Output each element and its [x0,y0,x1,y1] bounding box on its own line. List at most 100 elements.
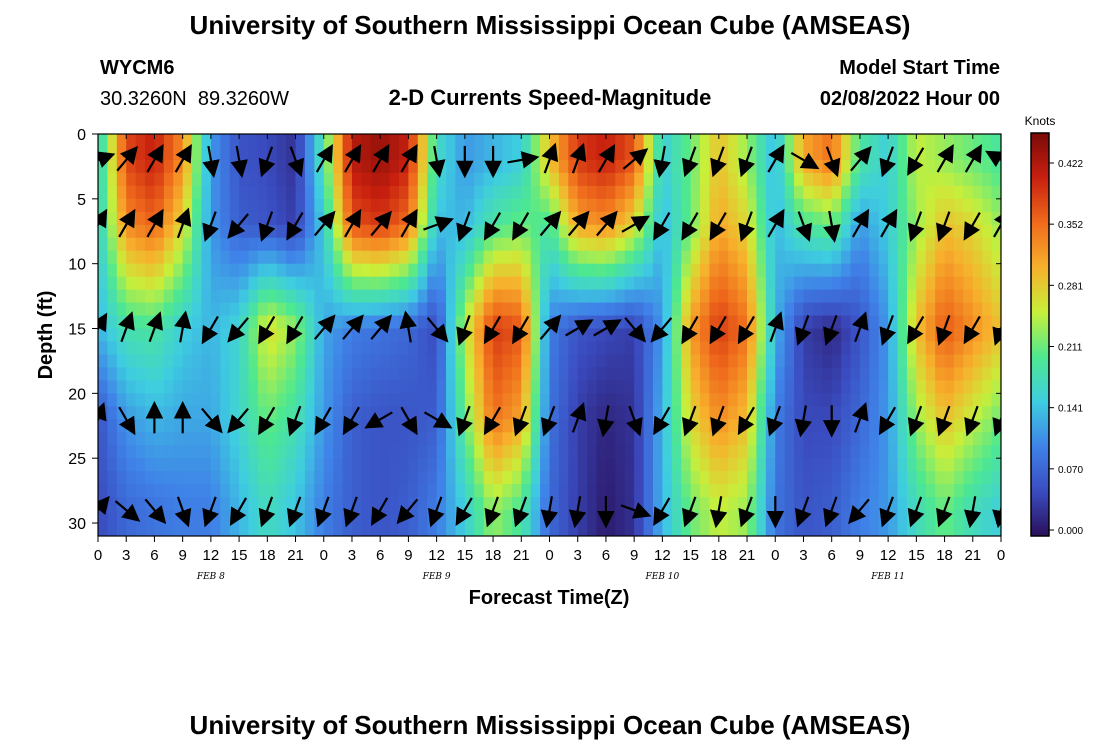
heatmap-cell [652,341,663,356]
heatmap-cell [154,289,165,304]
heatmap-cell [182,432,193,446]
heatmap-cell [972,471,983,485]
heatmap-cell [229,484,240,498]
heatmap-cell [98,276,109,291]
heatmap-cell [389,380,400,394]
heatmap-cell [182,497,193,511]
heatmap-cell [747,484,758,498]
heatmap-cell [728,484,739,498]
heatmap-cell [333,497,344,511]
heatmap-cell [737,302,748,317]
heatmap-cell [163,471,174,485]
heatmap-cell [690,276,701,291]
heatmap-cell [210,393,221,407]
heatmap-cell [869,315,880,330]
heatmap-cell [304,367,315,381]
heatmap-cell [878,237,889,252]
heatmap-cell [173,276,184,291]
current-vector [681,212,699,241]
heatmap-cell [906,211,917,226]
heatmap-cell [615,211,626,226]
heatmap-cell [530,159,541,174]
heatmap-cell [596,380,607,394]
heatmap-cell [370,146,381,161]
heatmap-cell [671,198,682,213]
heatmap-cell [888,432,899,446]
heatmap-cell [323,341,334,356]
heatmap-cell [568,250,579,265]
heatmap-cell [671,315,682,330]
heatmap-cell [737,393,748,407]
heatmap-cell [812,224,823,239]
x-date-label: FEB 10 [645,572,680,582]
heatmap-cell [709,380,720,394]
heatmap-cell [652,484,663,498]
heatmap-cell [671,276,682,291]
heatmap-cell [351,134,362,148]
heatmap-cell [859,328,870,343]
heatmap-cell [483,276,494,291]
heatmap-cell [436,497,447,511]
heatmap-cell [163,328,174,343]
page-title: University of Southern Mississippi Ocean… [189,10,911,40]
heatmap-cell [192,341,203,356]
heatmap-cell [408,159,419,174]
heatmap-cell [615,445,626,459]
heatmap-cell [333,380,344,394]
heatmap-cell [220,471,231,485]
heatmap-cell [436,302,447,317]
heatmap-cell [248,380,259,394]
heatmap-cell [145,276,156,291]
heatmap-cell [784,185,795,200]
heatmap-cell [173,471,184,485]
heatmap-cell [925,445,936,459]
heatmap-cell [775,289,786,304]
heatmap-cell [681,302,692,317]
heatmap-cell [427,328,438,343]
heatmap-cell [229,146,240,161]
heatmap-cell [427,198,438,213]
heatmap-cell [671,406,682,420]
heatmap-cell [812,198,823,213]
heatmap-cell [869,302,880,317]
heatmap-cell [577,341,588,356]
heatmap-cell [756,497,767,511]
heatmap-cell [841,134,852,148]
heatmap-cell [624,134,635,148]
heatmap-cell [380,185,391,200]
heatmap-cell [690,211,701,226]
heatmap-cell [794,198,805,213]
heatmap-cell [474,159,485,174]
heatmap-cell [446,198,457,213]
heatmap-cell [925,172,936,187]
heatmap-cell [126,432,137,446]
heatmap-cell [229,406,240,420]
heatmap-cell [558,471,569,485]
heatmap-cell [286,146,297,161]
heatmap-cell [286,211,297,226]
heatmap-cell [869,159,880,174]
heatmap-cell [389,393,400,407]
heatmap-cell [709,471,720,485]
heatmap-cell [276,224,287,239]
current-vector [315,496,332,528]
heatmap-cell [906,198,917,213]
heatmap-cell [859,380,870,394]
heatmap-cell [728,224,739,239]
heatmap-cell [248,134,259,148]
heatmap-cell [530,458,541,472]
heatmap-cell [700,393,711,407]
heatmap-cell [521,380,532,394]
heatmap-cell [963,134,974,148]
heatmap-cell [869,393,880,407]
heatmap-cell [850,276,861,291]
heatmap-cell [906,289,917,304]
heatmap-cell [455,406,466,420]
heatmap-cell [587,211,598,226]
heatmap-cell [784,237,795,252]
heatmap-cell [596,393,607,407]
heatmap-cell [700,341,711,356]
heatmap-cell [850,471,861,485]
heatmap-cell [351,432,362,446]
heatmap-cell [982,471,993,485]
